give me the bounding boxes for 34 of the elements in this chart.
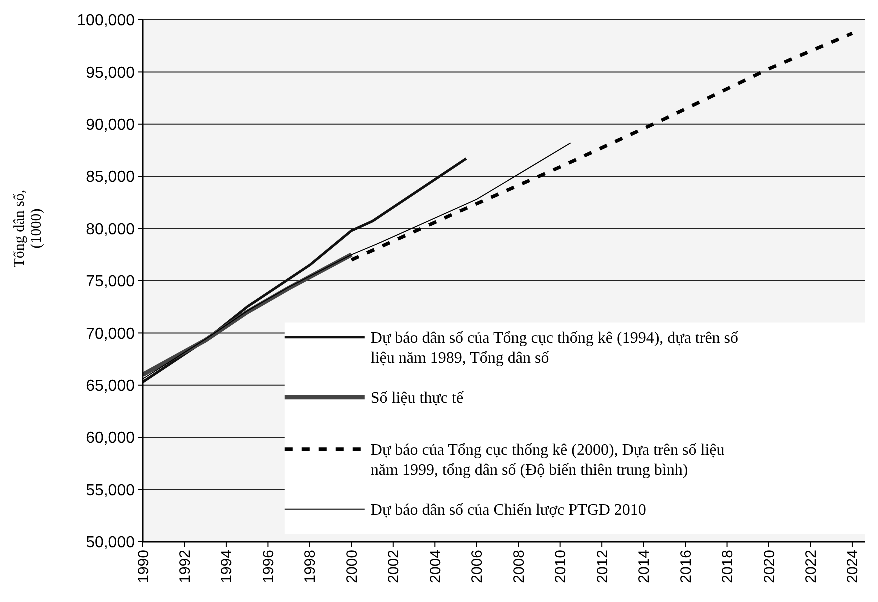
y-tick-label: 80,000 <box>86 221 136 238</box>
x-tick-label: 2012 <box>594 550 612 584</box>
y-tick-label: 100,000 <box>77 12 136 30</box>
x-tick-label: 1992 <box>176 550 194 584</box>
y-tick-label: 95,000 <box>86 64 136 82</box>
x-tick-label: 2002 <box>386 550 403 584</box>
x-tick-label: 2006 <box>469 550 486 584</box>
y-tick-label: 70,000 <box>86 326 136 343</box>
x-tick-label: 2022 <box>802 550 820 584</box>
y-tick-label: 55,000 <box>86 482 136 500</box>
x-tick-label: 2010 <box>552 550 570 584</box>
y-axis-title: Tổng dân số, (1000) <box>12 190 45 268</box>
legend-label: Dự báo dân số của Tổng cục thống kê (1994), dựa trên số liệu năm 1989, Tổng dân số <box>370 330 739 367</box>
y-tick-label: 65,000 <box>86 378 136 395</box>
x-tick-label: 2004 <box>427 550 444 584</box>
x-tick-label: 1996 <box>260 550 278 584</box>
y-tick-label: 50,000 <box>86 534 136 552</box>
y-tick-label: 60,000 <box>86 430 136 448</box>
y-tick-label: 90,000 <box>86 117 136 134</box>
x-tick-label: 2000 <box>344 550 361 584</box>
x-tick-label: 2024 <box>844 550 862 584</box>
x-tick-label: 1990 <box>135 550 152 584</box>
x-tick-label: 2020 <box>761 550 778 584</box>
y-tick-label: 75,000 <box>86 274 136 291</box>
x-tick-label: 2016 <box>678 550 695 584</box>
x-tick-label: 2008 <box>510 550 528 584</box>
legend-label: Số liệu thực tế <box>370 390 464 407</box>
legend-label: Dự báo của Tổng cục thống kê (2000), Dựa trên số liệu năm 1999, tổng dân số (Độ biến thiên trung bình) <box>370 442 725 479</box>
x-tick-label: 2014 <box>636 550 654 584</box>
y-tick-label: 85,000 <box>86 169 136 186</box>
legend-label: Dự báo dân số của Chiến lược PTGD 2010 <box>370 502 646 519</box>
x-tick-label: 1998 <box>302 550 320 584</box>
x-tick-label: 2018 <box>720 550 737 584</box>
x-tick-label: 1994 <box>218 550 236 584</box>
